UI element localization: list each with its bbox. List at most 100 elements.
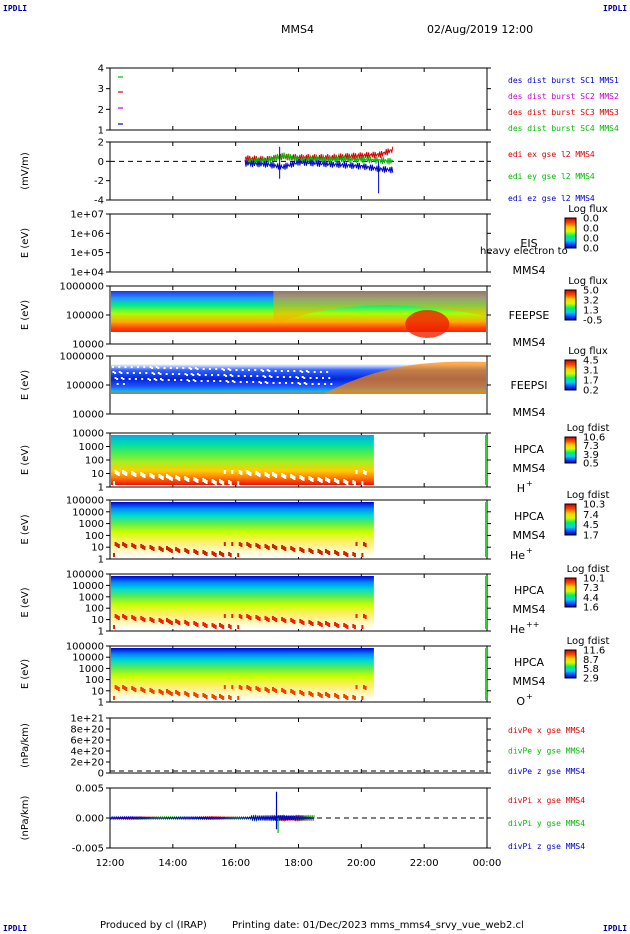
hpca-speckle xyxy=(325,549,327,553)
hpca-speckle xyxy=(132,544,135,548)
feepsi-gap-pixel xyxy=(322,377,324,379)
hpca-speckle xyxy=(178,621,181,625)
hpca-speckle xyxy=(257,687,259,691)
colorbar-tick-label: 10.6 xyxy=(583,433,605,444)
hpca-speckle xyxy=(158,618,161,622)
feepsi-gap-pixel xyxy=(118,371,121,373)
feepsi-gap-pixel xyxy=(266,382,269,384)
feepsi-gap-pixel xyxy=(196,368,199,370)
legend-entry: divPe y gse MMS4 xyxy=(508,747,585,756)
hpca-speckle xyxy=(132,616,135,620)
hpca-speckle xyxy=(237,553,240,557)
hpca-speckle xyxy=(202,550,205,554)
hpca-speckle xyxy=(187,550,190,554)
hpca-speckle xyxy=(116,686,119,690)
hpca-end-strip xyxy=(485,502,487,557)
hpca-speckle xyxy=(290,474,293,478)
hpca-speckle xyxy=(152,475,155,479)
y-tick-label: 10 xyxy=(91,469,104,480)
feepsi-gap-pixel xyxy=(319,371,322,373)
feepsi-gap-pixel xyxy=(208,368,211,370)
y-tick-label: 1 xyxy=(98,126,104,137)
hpca-speckle xyxy=(267,618,270,622)
hpca-speckle xyxy=(196,623,199,627)
feepsi-gap-pixel xyxy=(219,380,222,382)
feepsi-gap-pixel xyxy=(258,381,261,383)
y-tick-label: 100 xyxy=(85,604,104,615)
hpca-speckle xyxy=(187,693,190,697)
hpca-speckle xyxy=(166,546,168,550)
hpca-speckle xyxy=(255,686,258,690)
corner-label-top-left: IPDLI xyxy=(3,4,28,13)
hpca-speckle xyxy=(185,477,188,481)
hpca-speckle xyxy=(196,479,199,483)
hpca-speckle xyxy=(361,625,364,629)
feepsi-gap-pixel xyxy=(213,380,216,382)
hpca-speckle xyxy=(282,474,285,478)
hpca-speckle xyxy=(363,614,365,618)
hpca-speckle xyxy=(220,480,223,484)
hpca-speckle xyxy=(328,694,331,698)
hpca-speckle xyxy=(284,475,287,479)
legend-entry: divPe z gse MMS4 xyxy=(508,767,585,776)
hpca-speckle xyxy=(363,470,365,474)
feepsi-gap-pixel xyxy=(229,369,232,371)
feepsi-gap-pixel xyxy=(134,378,137,380)
colorbar-tick-label: 7.3 xyxy=(583,441,599,452)
hpca-speckle xyxy=(272,544,274,548)
hpca-speckle xyxy=(317,477,320,481)
feepsi-gap-pixel xyxy=(287,370,290,372)
hpca-speckle xyxy=(170,621,173,625)
feepsi-gap-pixel xyxy=(223,369,225,371)
feepsi-gap-pixel xyxy=(126,372,129,374)
hpca-speckle xyxy=(320,551,323,555)
feepsi-gap-pixel xyxy=(262,375,265,377)
mission-title: MMS4 xyxy=(281,23,314,36)
hpca-speckle xyxy=(326,478,329,482)
hpca-speckle xyxy=(353,553,356,557)
feepsi-gap-pixel xyxy=(264,381,267,383)
y-tick-label: 10000 xyxy=(72,507,104,518)
hpca-speckle xyxy=(228,480,231,484)
feepsi-gap-pixel xyxy=(313,371,316,373)
y-tick-label: 100 xyxy=(85,456,104,467)
hpca-speckle xyxy=(257,544,259,548)
legend-entry: divPi x gse MMS4 xyxy=(508,796,585,805)
feepsi-gap-pixel xyxy=(128,378,131,380)
feepsi-gap-pixel xyxy=(227,381,230,383)
y-tick-label: 100 xyxy=(85,531,104,542)
corner-label-bottom-left: IPDLI xyxy=(3,924,28,933)
feepsi-gap-pixel xyxy=(124,366,127,368)
colorbar-tick-label: 4.5 xyxy=(583,356,599,367)
colorbar-tick-label: 4.5 xyxy=(583,520,599,531)
hpca-end-strip xyxy=(485,576,487,629)
hpca-speckle xyxy=(267,474,270,478)
y-tick-label: 1 xyxy=(98,555,104,566)
hpca-speckle xyxy=(214,481,217,485)
hpca-speckle xyxy=(222,625,225,629)
feepsi-gap-pixel xyxy=(120,377,123,379)
feepsi-gap-pixel xyxy=(239,381,242,383)
feepsi-gap-pixel xyxy=(293,370,296,372)
hpca-speckle xyxy=(258,688,261,692)
hpca-speckle xyxy=(211,623,214,627)
hpca-speckle xyxy=(231,614,234,618)
feepsi-gap-pixel xyxy=(143,366,146,368)
hpca-speckle xyxy=(266,617,269,621)
hpca-speckle xyxy=(257,472,259,476)
hpca-speckle xyxy=(246,614,249,618)
hpca-spectrogram-5 xyxy=(111,435,374,485)
feepsi-gap-pixel xyxy=(167,379,170,381)
hpca-speckle xyxy=(326,622,329,626)
y-tick-label: 1e+04 xyxy=(70,268,104,279)
hpca-speckle xyxy=(364,543,367,547)
hpca-speckle xyxy=(141,617,144,621)
hpca-speckle xyxy=(149,545,152,549)
hpca-speckle xyxy=(194,693,197,697)
legend-entry: edi ex gse l2 MMS4 xyxy=(508,150,595,159)
feepsi-gap-pixel xyxy=(305,383,308,385)
hpca-speckle xyxy=(266,545,269,549)
hpca-speckle xyxy=(114,685,117,689)
colorbar-tick-label: 0.5 xyxy=(583,459,599,470)
